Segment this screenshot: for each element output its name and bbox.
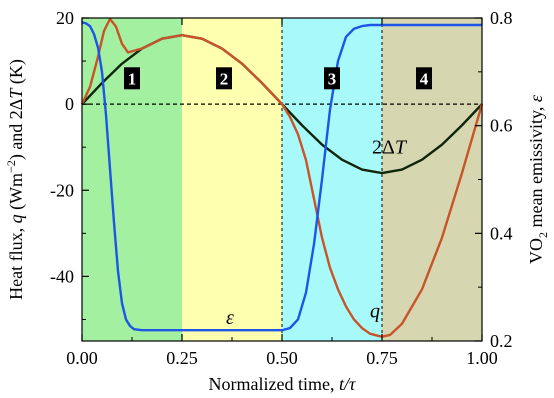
series-line-2 — [81, 21, 482, 332]
phase-number-label: 3 — [328, 69, 337, 88]
y-right-tick-label: 0.8 — [490, 8, 513, 28]
x-axis-title: Normalized time, t/τ — [209, 374, 356, 394]
phase-number-label: 2 — [220, 69, 229, 88]
y-left-tick-label: 20 — [56, 8, 74, 28]
phase-badge — [324, 67, 340, 90]
x-tick-label: 0.00 — [66, 348, 98, 368]
x-tick-label: 0.75 — [366, 348, 398, 368]
phase-badge — [124, 67, 140, 90]
x-tick-label: 1.00 — [466, 348, 498, 368]
ticks — [81, 17, 483, 342]
phase-badge — [216, 67, 232, 90]
y-right-tick-label: 0.2 — [490, 331, 513, 351]
y-left-tick-label: -20 — [50, 180, 74, 200]
y-left-tick-label: -40 — [50, 266, 74, 286]
labels: 2ΔT q ε 0.00 0.25 0.50 0.75 1.00 20 0 -20 -40 0.8 0.6… — [50, 8, 513, 368]
phase-band-2 — [182, 18, 282, 341]
phase-number-label: 4 — [420, 69, 429, 88]
series-label-0: 2ΔT — [372, 137, 408, 159]
phase-band-4 — [382, 18, 482, 341]
phase-band-3 — [282, 18, 382, 341]
y-left-tick-label: 0 — [65, 94, 74, 114]
phase-band-1 — [82, 18, 182, 341]
x-tick-label: 0.25 — [166, 348, 198, 368]
y-right-axis-title: VO2 mean emissivity, ε — [526, 94, 550, 264]
x-tick-label: 0.50 — [266, 348, 298, 368]
series-label-1: q — [370, 300, 380, 322]
y-right-tick-label: 0.4 — [490, 223, 513, 243]
phase-number-label: 1 — [128, 69, 137, 88]
y-right-tick-label: 0.6 — [490, 116, 513, 136]
y-left-axis-title: Heat flux, q (Wm−2) and 2ΔT (K) — [4, 59, 27, 300]
phase-badge — [416, 67, 432, 90]
series-label-2: ε — [226, 307, 234, 329]
